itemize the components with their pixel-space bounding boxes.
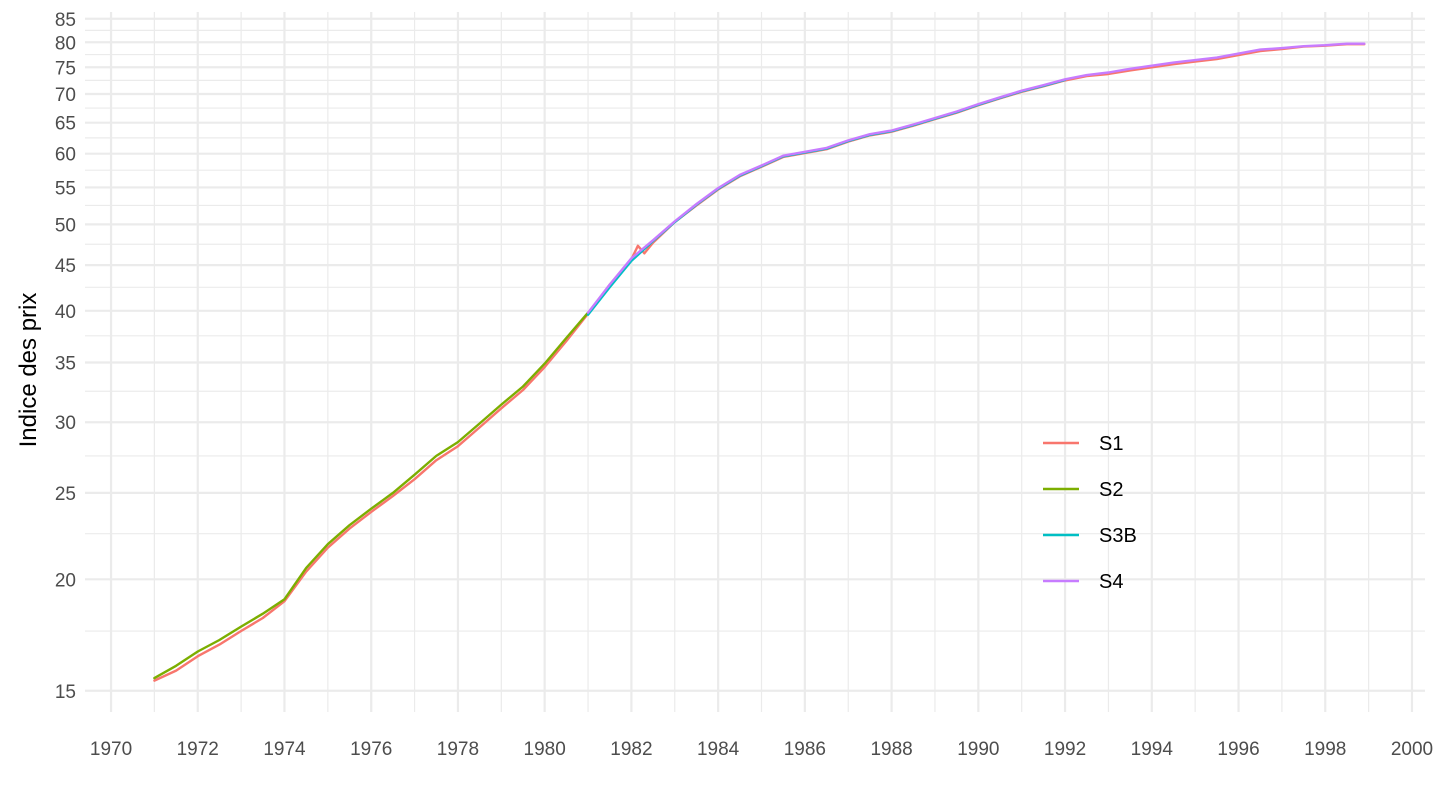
y-tick-label: 65 bbox=[55, 114, 76, 135]
legend-label-s4: S4 bbox=[1099, 571, 1123, 593]
legend-label-s3b: S3B bbox=[1099, 525, 1137, 547]
y-tick-label: 25 bbox=[55, 484, 76, 505]
y-tick-label: 40 bbox=[55, 302, 76, 323]
x-tick-label: 1994 bbox=[1131, 739, 1174, 760]
legend-label-s1: S1 bbox=[1099, 433, 1123, 455]
series-line-s4 bbox=[586, 42, 1366, 314]
y-tick-label: 35 bbox=[55, 354, 76, 375]
y-tick-label: 60 bbox=[55, 145, 76, 166]
series-line-s2 bbox=[153, 311, 590, 680]
y-tick-label: 45 bbox=[55, 256, 76, 277]
x-tick-label: 1972 bbox=[177, 739, 219, 760]
x-tick-label: 1998 bbox=[1304, 739, 1346, 760]
y-tick-label: 15 bbox=[55, 682, 76, 703]
x-tick-label: 1990 bbox=[957, 739, 999, 760]
series-lines bbox=[153, 42, 1366, 682]
y-tick-label: 85 bbox=[55, 10, 76, 31]
y-tick-label: 75 bbox=[55, 58, 76, 79]
x-tick-label: 1984 bbox=[697, 739, 740, 760]
x-tick-label: 1986 bbox=[784, 739, 826, 760]
x-tick-label: 1970 bbox=[90, 739, 132, 760]
legend-label-s2: S2 bbox=[1099, 479, 1123, 501]
x-tick-label: 2000 bbox=[1391, 739, 1433, 760]
x-tick-label: 1996 bbox=[1217, 739, 1259, 760]
x-axis-tick-labels: 1970 1972 1974 1976 1978 1980 1982 1984 1986 1988… bbox=[90, 739, 1433, 760]
y-tick-label: 30 bbox=[55, 413, 76, 434]
major-gridlines bbox=[85, 12, 1425, 712]
y-tick-label: 20 bbox=[55, 570, 76, 591]
y-axis-title: Indice des prix bbox=[15, 293, 42, 448]
legend: S1 S2 S3B S4 bbox=[1043, 433, 1137, 593]
x-tick-label: 1976 bbox=[350, 739, 392, 760]
x-tick-label: 1982 bbox=[610, 739, 652, 760]
x-tick-label: 1978 bbox=[437, 739, 479, 760]
x-tick-label: 1988 bbox=[870, 739, 912, 760]
y-tick-label: 55 bbox=[55, 178, 76, 199]
x-tick-label: 1980 bbox=[524, 739, 566, 760]
y-tick-label: 70 bbox=[55, 85, 76, 106]
x-tick-label: 1974 bbox=[263, 739, 306, 760]
y-tick-label: 50 bbox=[55, 215, 76, 236]
x-tick-label: 1992 bbox=[1044, 739, 1086, 760]
y-tick-label: 80 bbox=[55, 33, 76, 54]
